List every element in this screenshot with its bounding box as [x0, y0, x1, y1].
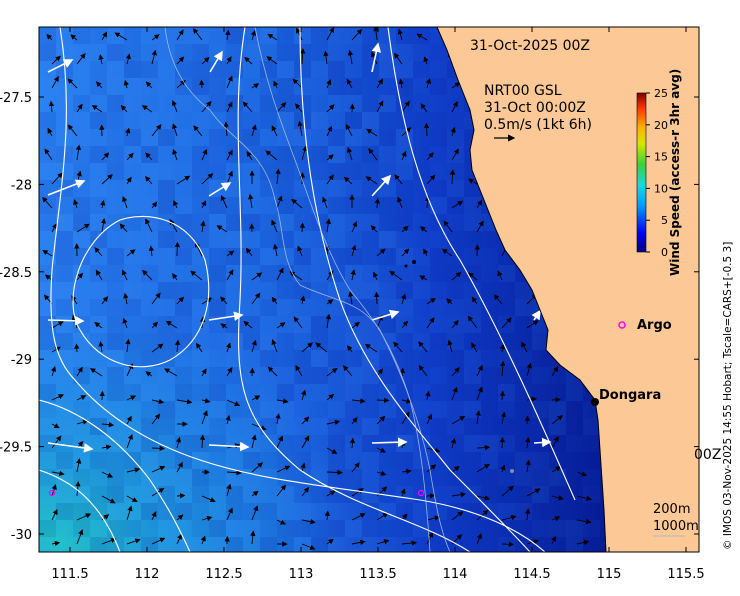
- colorbar-tick-label: 25: [654, 87, 668, 100]
- colorbar-tick-label: 0: [661, 246, 668, 259]
- colorbar-tick-label: 10: [654, 182, 668, 195]
- colorbar-tick-label: 15: [654, 151, 668, 164]
- colorbar: [637, 93, 646, 252]
- x-tick-label: 114.5: [513, 567, 550, 582]
- overlap-text: 00Z: [694, 447, 721, 463]
- x-tick-label: 115.5: [667, 567, 704, 582]
- x-tick-label: 115: [597, 567, 622, 582]
- colorbar-title: Wind Speed (access-r 3hr avg): [668, 69, 682, 276]
- plot-area: [39, 27, 702, 555]
- y-tick-label: -29: [11, 353, 32, 368]
- island-marker: [412, 260, 416, 264]
- y-tick-label: -28: [11, 178, 32, 193]
- town-label: Dongara: [599, 388, 661, 403]
- x-tick-label: 114: [443, 567, 468, 582]
- y-tick-label: -27.5: [0, 91, 32, 106]
- scale-note: 0.5m/s (1kt 6h): [484, 117, 592, 133]
- x-tick-label: 113: [289, 567, 314, 582]
- colorbar-tick-label: 5: [661, 214, 668, 227]
- y-tick-label: -29.5: [0, 441, 32, 456]
- y-tick-label: -30: [11, 528, 32, 543]
- island-marker: [405, 265, 408, 268]
- x-tick-label: 112.5: [205, 567, 242, 582]
- product-label: NRT00 GSL: [484, 83, 562, 99]
- x-tick-label: 111.5: [51, 567, 88, 582]
- buoy-marker: [510, 469, 514, 473]
- x-tick-label: 112: [135, 567, 160, 582]
- time-label: 31-Oct 00:00Z: [484, 100, 586, 116]
- depth-legend-shallow: 200m: [653, 502, 690, 517]
- x-tick-label: 113.5: [359, 567, 396, 582]
- colorbar-tick-label: 20: [654, 119, 668, 132]
- y-tick-label: -28.5: [0, 266, 32, 281]
- credit-text: © IMOS 03-Nov-2025 14:55 Hobart; Tscale=…: [722, 242, 734, 550]
- depth-legend-deep: 1000m: [653, 519, 699, 534]
- argo-label: Argo: [637, 318, 672, 333]
- date-title: 31-Oct-2025 00Z: [470, 38, 590, 54]
- town-marker: [591, 398, 599, 406]
